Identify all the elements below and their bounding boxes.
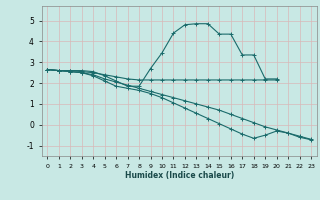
X-axis label: Humidex (Indice chaleur): Humidex (Indice chaleur) bbox=[124, 171, 234, 180]
